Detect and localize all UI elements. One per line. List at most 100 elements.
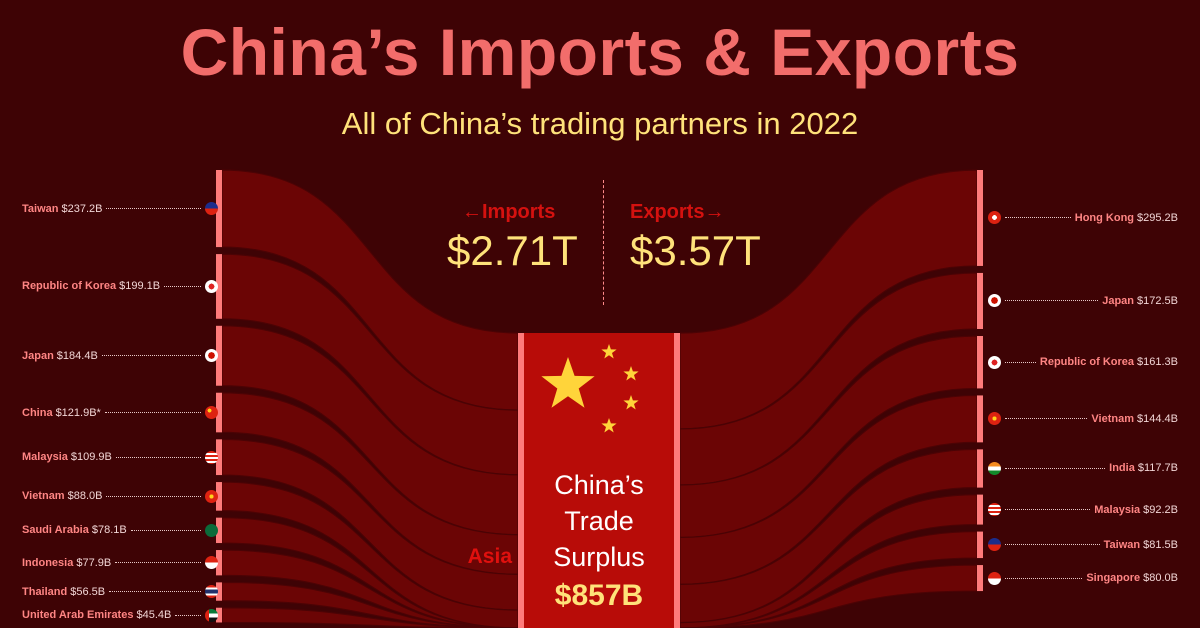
exports-label: India $117.7B — [988, 460, 1178, 476]
leader-line — [1005, 361, 1036, 363]
taiwan-flag-icon — [988, 538, 1001, 552]
exports-label: Singapore $80.0B — [988, 570, 1178, 586]
center-china-column — [518, 333, 680, 628]
indonesia-flag-icon — [205, 556, 218, 570]
imports-flow-indonesia — [221, 549, 519, 628]
exports-bar-india — [977, 449, 983, 488]
imports-bar-malaysia — [216, 439, 222, 476]
imports-label: Saudi Arabia $78.1B — [22, 522, 218, 538]
region-label-asia: Asia — [467, 545, 512, 568]
imports-label: United Arab Emirates $45.4B — [22, 607, 218, 623]
exports-bar-singapore — [977, 565, 983, 592]
leader-line — [109, 591, 201, 593]
exports-label: Malaysia $92.2B — [988, 502, 1178, 518]
imports-label: Taiwan $237.2B — [22, 201, 218, 217]
imports-bar-japan — [216, 325, 222, 386]
imports-bar-indonesia — [216, 550, 222, 576]
japan-flag-icon — [988, 294, 1001, 308]
surplus-value: $857B — [554, 579, 644, 612]
exports-label: Republic of Korea $161.3B — [988, 354, 1178, 370]
korea-flag-icon — [988, 355, 1001, 369]
small-star-icon — [623, 366, 639, 381]
small-star-icon — [601, 344, 617, 359]
imports-total: $2.71T — [447, 227, 578, 274]
country-name: Hong Kong — [1074, 211, 1135, 224]
leader-line — [164, 285, 201, 287]
imports-label: Imports — [482, 201, 556, 223]
trade-value: $45.4B — [136, 609, 172, 622]
uae-flag-icon — [205, 608, 218, 622]
imports-label: China $121.9B* — [22, 405, 218, 421]
saudi-arabia-flag-icon — [205, 523, 218, 537]
page-subtitle: All of China’s trading partners in 2022 — [341, 106, 859, 141]
imports-flow-united-arab-emirates — [221, 607, 519, 628]
exports-heading: Exports→ — [630, 200, 724, 224]
exports-bar-vietnam — [977, 395, 983, 443]
large-star-icon — [541, 357, 595, 408]
leader-line — [115, 562, 201, 564]
imports-label: Indonesia $77.9B — [22, 555, 218, 571]
imports-label: Thailand $56.5B — [22, 584, 218, 600]
trade-value: $237.2B — [61, 202, 103, 215]
imports-bar-saudi-arabia — [216, 517, 222, 544]
leader-line — [175, 614, 201, 616]
country-name: United Arab Emirates — [22, 609, 134, 622]
arrow-left-icon: ← — [462, 201, 482, 223]
surplus-line: Surplus — [553, 542, 645, 572]
leader-line — [130, 529, 201, 531]
country-name: Malaysia — [22, 451, 68, 464]
china-flag-icon — [205, 406, 218, 420]
trade-value: $92.2B — [1143, 503, 1178, 516]
exports-bar-japan — [977, 272, 983, 330]
imports-bar-taiwan — [216, 170, 222, 248]
trade-value: $161.3B — [1137, 356, 1178, 369]
vietnam-flag-icon — [205, 489, 218, 503]
country-name: Vietnam — [1091, 412, 1135, 425]
trade-value: $117.7B — [1137, 462, 1178, 475]
malaysia-flag-icon — [205, 450, 218, 464]
small-star-icon — [623, 395, 639, 410]
country-name: India — [1109, 462, 1135, 475]
korea-flag-icon — [205, 279, 218, 293]
country-name: Japan — [22, 349, 54, 362]
trade-value: $78.1B — [91, 524, 127, 537]
leader-line — [101, 355, 201, 357]
country-name: Japan — [1102, 294, 1135, 307]
surplus-line: Trade — [564, 506, 634, 536]
trade-value: $172.5B — [1137, 294, 1178, 307]
page-title: China’s Imports & Exports — [180, 15, 1020, 89]
country-name: Vietnam — [22, 490, 65, 503]
imports-heading: ←Imports — [462, 200, 555, 224]
taiwan-flag-icon — [205, 202, 218, 216]
trade-value: $121.9B* — [55, 406, 101, 419]
leader-line — [1005, 217, 1071, 219]
country-name: Republic of Korea — [1039, 356, 1135, 369]
thailand-flag-icon — [205, 585, 218, 599]
trade-value: $80.0B — [1143, 572, 1178, 585]
trade-value: $81.5B — [1143, 538, 1178, 551]
exports-bar-taiwan — [977, 531, 983, 559]
exports-label: Exports — [630, 201, 705, 223]
leader-line — [1005, 467, 1106, 469]
imports-label: Japan $184.4B — [22, 348, 218, 364]
imports-bar-republic-of-korea — [216, 254, 222, 319]
leader-line — [1005, 544, 1100, 546]
surplus-text: China’s Trade Surplus — [524, 467, 674, 575]
trade-value: $144.4B — [1137, 412, 1178, 425]
imports-bar-vietnam — [216, 482, 222, 511]
imports-bar-china — [216, 392, 222, 433]
leader-line — [106, 495, 201, 497]
trade-value: $109.9B — [70, 451, 112, 464]
vietnam-flag-icon — [988, 412, 1001, 426]
country-name: Saudi Arabia — [22, 524, 89, 537]
trade-value: $88.0B — [67, 490, 103, 503]
surplus-line: China’s — [554, 470, 644, 500]
imports-label: Malaysia $109.9B — [22, 449, 218, 465]
country-name: Malaysia — [1094, 503, 1141, 516]
imports-flow-vietnam — [221, 481, 519, 628]
leader-line — [1005, 300, 1099, 302]
exports-label: Japan $172.5B — [988, 293, 1178, 309]
india-flag-icon — [988, 461, 1001, 475]
trade-value: $295.2B — [1137, 211, 1178, 224]
